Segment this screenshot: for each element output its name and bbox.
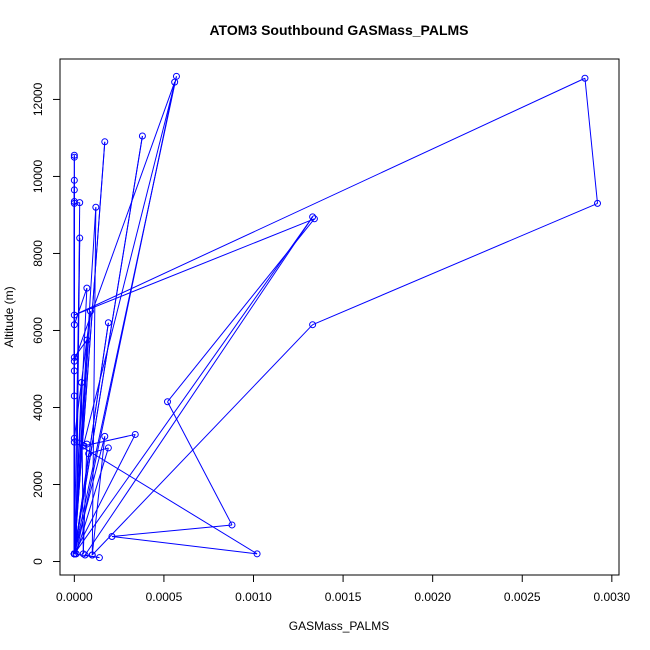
data-point bbox=[171, 78, 179, 86]
data-point bbox=[310, 215, 318, 223]
data-point bbox=[70, 311, 78, 319]
data-point bbox=[83, 440, 91, 448]
data-point bbox=[138, 132, 146, 140]
data-point bbox=[131, 430, 139, 438]
y-tick-label: 4000 bbox=[31, 394, 45, 421]
data-point bbox=[108, 532, 116, 540]
x-tick-label: 0.0005 bbox=[146, 590, 183, 604]
series-line-segment bbox=[91, 207, 97, 555]
data-point bbox=[104, 319, 112, 327]
y-tick-label: 10000 bbox=[31, 159, 45, 193]
series-line-segment bbox=[91, 324, 313, 556]
data-point bbox=[70, 357, 78, 365]
data-point bbox=[83, 284, 91, 292]
data-point bbox=[309, 213, 317, 221]
data-point bbox=[70, 151, 78, 159]
data-point bbox=[79, 442, 87, 450]
series-line-segment bbox=[73, 216, 314, 555]
series-line-segment bbox=[111, 524, 233, 537]
y-tick-label: 8000 bbox=[31, 240, 45, 267]
series-line-segment bbox=[74, 218, 315, 316]
data-point bbox=[70, 367, 78, 375]
data-point bbox=[228, 521, 236, 529]
series-line-segment bbox=[73, 141, 106, 554]
series-line-segment bbox=[73, 287, 88, 325]
data-point bbox=[70, 321, 78, 329]
data-point bbox=[70, 176, 78, 184]
data-point bbox=[101, 138, 109, 146]
data-point bbox=[83, 336, 91, 344]
data-point bbox=[101, 432, 109, 440]
x-tick-label: 0.0015 bbox=[325, 590, 362, 604]
data-point bbox=[581, 74, 589, 82]
series-line-segment bbox=[84, 216, 314, 556]
data-point bbox=[79, 550, 87, 558]
data-point bbox=[70, 550, 78, 558]
y-axis: 0 2000 4000 6000 8000 10000 12000 bbox=[31, 82, 61, 565]
y-tick-label: 6000 bbox=[31, 317, 45, 344]
x-tick-label: 0.0025 bbox=[504, 590, 541, 604]
data-point bbox=[76, 234, 84, 242]
series-line-segment bbox=[74, 553, 100, 559]
data-point bbox=[86, 307, 94, 315]
data-point bbox=[95, 554, 103, 562]
x-tick-label: 0.0000 bbox=[56, 590, 93, 604]
chart-title: ATOM3 Southbound GASMass_PALMS bbox=[209, 22, 468, 38]
data-point bbox=[164, 398, 171, 406]
data-point bbox=[253, 550, 261, 558]
series-line-segment bbox=[167, 218, 315, 403]
data-point bbox=[70, 438, 78, 446]
series-line-segment bbox=[73, 207, 97, 554]
data-point bbox=[78, 378, 85, 386]
y-tick-label: 0 bbox=[31, 558, 45, 565]
data-point bbox=[76, 199, 84, 207]
series-line-segment bbox=[73, 382, 82, 554]
data-point bbox=[88, 551, 96, 559]
series-line-segment bbox=[91, 436, 106, 556]
y-tick-label: 2000 bbox=[31, 471, 45, 498]
series-line-segment bbox=[312, 202, 598, 326]
series-line-segment bbox=[75, 82, 176, 554]
x-axis: 0.0000 0.0005 0.0010 0.0015 0.0020 0.0025 0.00… bbox=[56, 574, 631, 604]
series-line-segment bbox=[73, 453, 90, 554]
data-point bbox=[70, 153, 78, 161]
series-layer bbox=[70, 72, 601, 562]
series-line-segment bbox=[73, 436, 106, 554]
data-point bbox=[309, 321, 317, 329]
data-point bbox=[70, 434, 78, 442]
data-point bbox=[85, 450, 93, 458]
data-point bbox=[81, 551, 89, 559]
series-line-segment bbox=[584, 78, 598, 204]
x-tick-label: 0.0010 bbox=[235, 590, 272, 604]
data-point bbox=[594, 199, 601, 207]
data-point bbox=[70, 199, 78, 207]
series-line-segment bbox=[74, 77, 586, 316]
series-line-segment bbox=[111, 535, 258, 555]
series-line-segment bbox=[74, 441, 258, 555]
series-line-segment bbox=[82, 76, 177, 447]
x-axis-label: GASMass_PALMS bbox=[289, 619, 389, 633]
data-point bbox=[70, 353, 78, 361]
series-line-segment bbox=[75, 447, 109, 554]
plot-frame bbox=[59, 58, 620, 576]
y-tick-label: 12000 bbox=[31, 82, 45, 116]
series-line-segment bbox=[81, 382, 84, 554]
x-tick-label: 0.0020 bbox=[414, 590, 451, 604]
x-tick-label: 0.0030 bbox=[593, 590, 630, 604]
series-line-segment bbox=[73, 81, 176, 362]
series-line-segment bbox=[167, 401, 233, 526]
data-point bbox=[92, 203, 100, 211]
data-point bbox=[70, 186, 78, 194]
series-line-segment bbox=[73, 434, 136, 555]
data-point bbox=[104, 444, 112, 452]
series-line-segment bbox=[83, 433, 136, 447]
data-point bbox=[70, 392, 78, 400]
y-axis-label: Altitude (m) bbox=[2, 286, 16, 347]
